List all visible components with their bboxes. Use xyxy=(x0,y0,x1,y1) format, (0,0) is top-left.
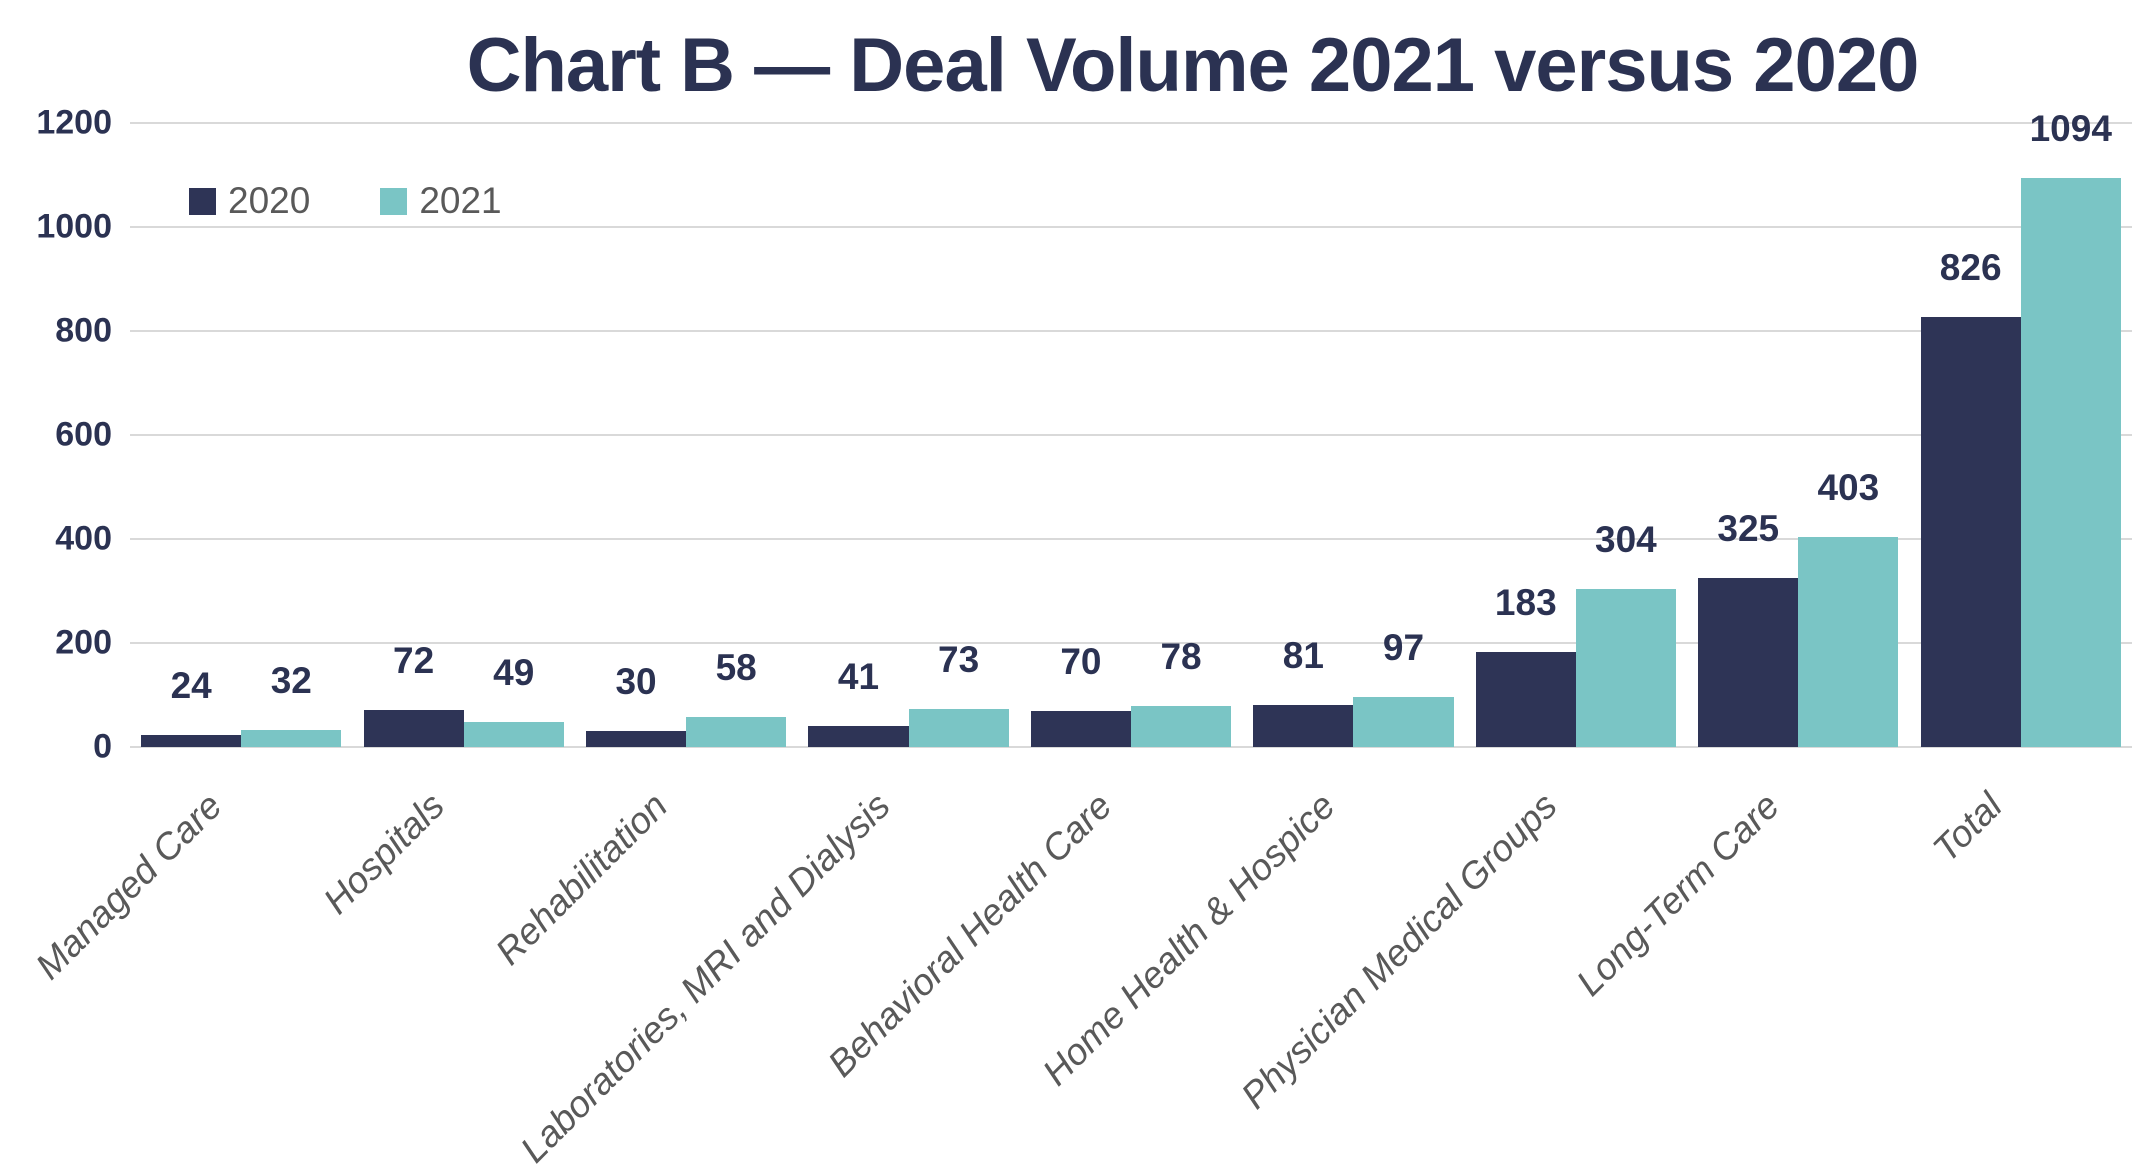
bar-group: 41 73 xyxy=(797,123,1019,747)
gridline xyxy=(130,746,2132,748)
bar-value-label: 81 xyxy=(1282,634,1324,676)
x-axis-label: Hospitals xyxy=(316,785,453,922)
bar-group: 30 58 xyxy=(575,123,797,747)
bar-value-label: 97 xyxy=(1382,626,1425,668)
bar-2021: 32 xyxy=(241,660,342,747)
bar-2021: 49 xyxy=(463,652,564,747)
bar-2020: 30 xyxy=(586,661,687,747)
y-axis-tick-label: 600 xyxy=(55,415,112,454)
x-axis-label: Laboratories, MRI and Dialysis xyxy=(512,785,898,1171)
bar-value-label: 325 xyxy=(1717,508,1780,549)
gridline xyxy=(130,434,2132,436)
x-axis-label: Long-Term Care xyxy=(1568,785,1788,1004)
bar-value-label: 403 xyxy=(1817,467,1880,509)
bar-2021: 304 xyxy=(1575,519,1676,747)
bar-value-label: 41 xyxy=(837,655,880,697)
bar-group: 24 32 xyxy=(130,123,352,747)
y-axis-tick-label: 800 xyxy=(55,311,112,350)
bars-layer: 24 32 72 49 30 58 41 73 70 78 81 97 183 304 325 403 826 1… xyxy=(130,108,2132,747)
gridline xyxy=(130,642,2132,644)
x-axis-label: Managed Care xyxy=(28,785,231,988)
chart-title: Chart B — Deal Volume 2021 versus 2020 xyxy=(466,23,1920,108)
gridline xyxy=(130,538,2132,540)
legend-label-2021: 2021 xyxy=(419,180,502,221)
gridline xyxy=(130,122,2132,124)
y-axis-tick-label: 200 xyxy=(55,623,112,662)
bar-2020: 325 xyxy=(1698,508,1799,747)
legend: 2020 2021 xyxy=(189,180,502,222)
plot-area: 24 32 72 49 30 58 41 73 70 78 81 97 183 304 325 403 826 1… xyxy=(130,108,2132,748)
bar-value-label: 304 xyxy=(1595,518,1657,560)
bar-value-label: 32 xyxy=(270,660,312,702)
x-axis-label: Total xyxy=(1925,785,2010,870)
bar-2020: 24 xyxy=(141,665,242,747)
legend-swatch-2021 xyxy=(380,187,408,215)
x-axis-label: Rehabilitation xyxy=(487,785,676,973)
y-axis-tick-label: 1000 xyxy=(36,207,112,246)
bar-value-label: 70 xyxy=(1060,640,1102,682)
y-axis-tick-label: 0 xyxy=(93,727,112,766)
bar-value-label: 49 xyxy=(493,651,535,693)
bar-group: 70 78 xyxy=(1020,123,1242,747)
y-axis-tick-label: 400 xyxy=(55,519,112,558)
bar-value-label: 78 xyxy=(1160,636,1202,678)
bar-value-label: 1094 xyxy=(2029,108,2112,150)
bar-2021: 97 xyxy=(1353,627,1454,747)
bar-2021: 403 xyxy=(1798,467,1899,747)
bar-2020: 183 xyxy=(1475,582,1576,747)
bar-2020: 70 xyxy=(1030,641,1131,747)
bar-group: 183 304 xyxy=(1465,123,1687,747)
bar-2020: 72 xyxy=(363,640,464,747)
gridline xyxy=(130,226,2132,228)
legend-item-2021: 2021 xyxy=(380,180,502,222)
bar-value-label: 58 xyxy=(715,646,757,688)
bar-group: 325 403 xyxy=(1687,123,1909,747)
y-axis-tick-label: 1200 xyxy=(36,103,112,142)
x-axis-labels: Managed Care Hospitals Rehabilitation Labor… xyxy=(0,747,2145,1172)
bar-group: 826 1094 xyxy=(1910,108,2132,747)
bar-value-label: 73 xyxy=(938,639,980,681)
bar-value-label: 24 xyxy=(170,664,212,706)
legend-swatch-2020 xyxy=(189,187,216,215)
bar-2021: 1094 xyxy=(2020,108,2121,747)
bar-2020: 826 xyxy=(1920,247,2021,747)
legend-label-2020: 2020 xyxy=(228,180,311,221)
bar-value-label: 72 xyxy=(393,639,435,681)
bar-value-label: 30 xyxy=(615,661,657,703)
bar-value-label: 826 xyxy=(1939,247,2002,289)
bar-2021: 58 xyxy=(686,647,787,747)
bar-2020: 81 xyxy=(1253,635,1354,747)
bar-2020: 41 xyxy=(808,656,909,747)
y-axis-labels: 0 200 400 600 800 1000 1200 xyxy=(0,104,112,766)
bar-group: 81 97 xyxy=(1242,123,1464,747)
bar-value-label: 183 xyxy=(1494,581,1557,623)
bar-2021: 78 xyxy=(1130,636,1232,747)
bar-group: 72 49 xyxy=(352,123,574,747)
gridline xyxy=(130,330,2132,332)
bar-2021: 73 xyxy=(908,639,1009,747)
legend-item-2020: 2020 xyxy=(189,180,310,222)
